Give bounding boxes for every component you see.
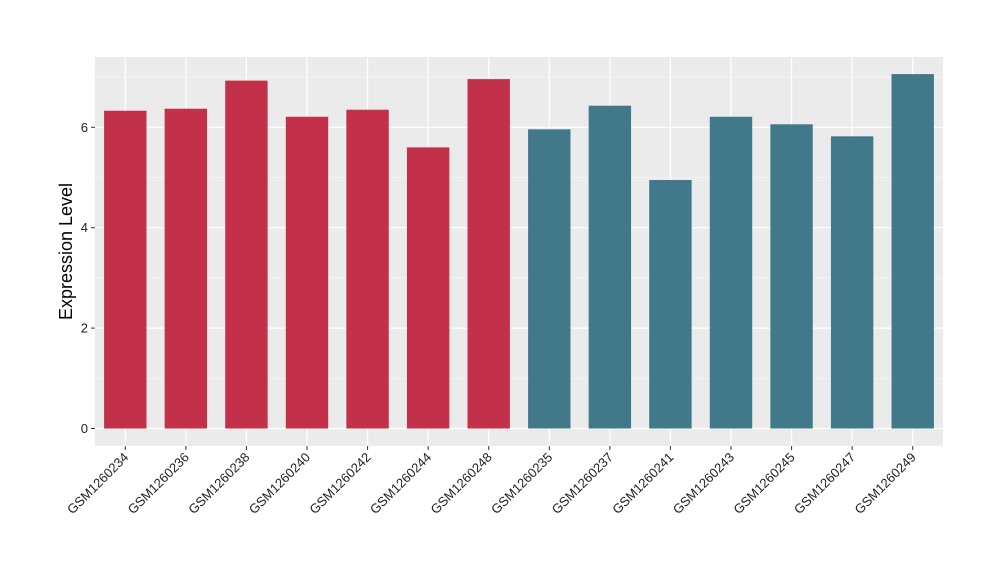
x-axis: GSM1260234GSM1260236GSM1260238GSM1260240…	[64, 446, 919, 517]
y-tick-label: 4	[81, 220, 88, 235]
x-tick-label: GSM1260243	[670, 450, 737, 517]
x-tick-label: GSM1260237	[549, 450, 616, 517]
bar-GSM1260236	[164, 108, 208, 429]
bar-GSM1260242	[346, 109, 389, 429]
bar-GSM1260235	[528, 129, 571, 429]
y-tick-label: 6	[81, 120, 88, 135]
bar-GSM1260234	[104, 110, 147, 429]
bar-GSM1260245	[770, 124, 813, 429]
bar-GSM1260244	[406, 147, 450, 429]
x-tick-label: GSM1260234	[64, 450, 131, 517]
x-tick-label: GSM1260247	[791, 450, 858, 517]
y-tick-label: 0	[81, 421, 88, 436]
bars	[104, 74, 934, 429]
y-axis-title: Expression Level	[56, 183, 76, 320]
x-tick-label: GSM1260242	[306, 450, 373, 517]
bar-GSM1260241	[649, 180, 692, 429]
bar-GSM1260243	[709, 116, 753, 429]
bar-GSM1260238	[225, 80, 268, 429]
x-tick-label: GSM1260238	[185, 450, 252, 517]
x-tick-label: GSM1260248	[427, 450, 494, 517]
bar-GSM1260249	[891, 74, 934, 429]
y-axis: 0 2 4 6	[81, 120, 95, 436]
x-tick-label: GSM1260249	[851, 450, 918, 517]
x-tick-label: GSM1260244	[367, 450, 434, 517]
y-tick-label: 2	[81, 321, 88, 336]
x-tick-label: GSM1260235	[488, 450, 555, 517]
bar-GSM1260237	[588, 105, 632, 429]
plot-panel	[95, 57, 943, 446]
bar-GSM1260248	[467, 79, 510, 429]
x-tick-label: GSM1260241	[609, 450, 676, 517]
x-tick-label: GSM1260240	[246, 450, 313, 517]
x-tick-label: GSM1260236	[125, 450, 192, 517]
x-tick-label: GSM1260245	[730, 450, 797, 517]
bar-GSM1260247	[830, 136, 874, 429]
bar-GSM1260240	[285, 116, 329, 429]
